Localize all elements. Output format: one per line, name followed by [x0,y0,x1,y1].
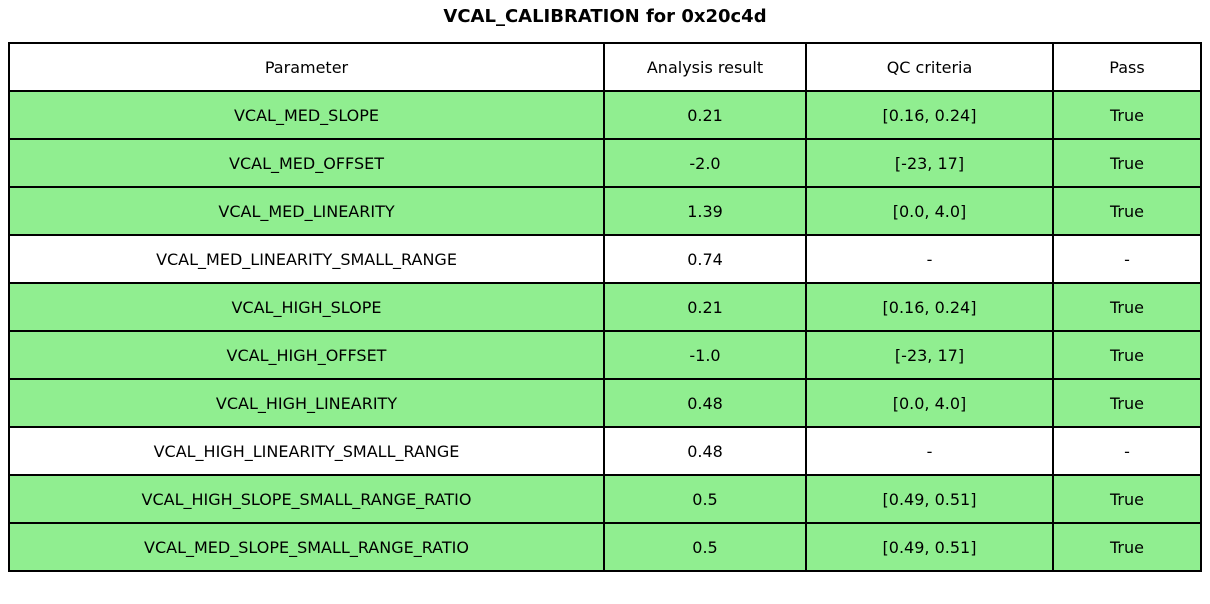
qc-criteria-cell: - [805,426,1054,476]
table-row: VCAL_MED_LINEARITY_SMALL_RANGE 0.74- - [8,234,1202,284]
header-row: Parameter Analysis result QC criteria Pa… [8,42,1202,92]
pass-cell: True [1052,186,1202,236]
parameter-cell: VCAL_HIGH_SLOPE_SMALL_RANGE_RATIO [8,474,605,524]
table-row: VCAL_MED_SLOPE 0.21 [0.16, 0.24] True [8,90,1202,140]
pass-cell: True [1052,522,1202,572]
analysis-result-cell: -2.0 [603,138,807,188]
table-row: VCAL_HIGH_LINEARITY 0.48 [0.0, 4.0] True [8,378,1202,428]
analysis-result-cell: -1.0 [603,330,807,380]
analysis-result-cell: 0.74 [603,234,807,284]
column-header-analysis-result: Analysis result [603,42,807,92]
page-title: VCAL_CALIBRATION for 0x20c4d [443,6,767,27]
parameter-cell: VCAL_MED_SLOPE [8,90,605,140]
qc-criteria-cell: [0.49, 0.51] [805,522,1054,572]
analysis-result-cell: 0.48 [603,378,807,428]
pass-cell: True [1052,282,1202,332]
qc-criteria-cell: [-23, 17] [805,330,1054,380]
table-row: VCAL_MED_OFFSET -2.0 [-23, 17] True [8,138,1202,188]
parameter-cell: VCAL_HIGH_LINEARITY_SMALL_RANGE [8,426,605,476]
parameter-cell: VCAL_HIGH_LINEARITY [8,378,605,428]
analysis-result-cell: 0.21 [603,90,807,140]
parameter-cell: VCAL_MED_LINEARITY_SMALL_RANGE [8,234,605,284]
parameter-cell: VCAL_MED_OFFSET [8,138,605,188]
qc-criteria-cell: [0.49, 0.51] [805,474,1054,524]
pass-cell: True [1052,330,1202,380]
parameter-cell: VCAL_HIGH_SLOPE [8,282,605,332]
table-row: VCAL_HIGH_SLOPE 0.21 [0.16, 0.24] True [8,282,1202,332]
pass-cell: True [1052,90,1202,140]
qc-criteria-cell: - [805,234,1054,284]
table-row: VCAL_HIGH_LINEARITY_SMALL_RANGE 0.48- - [8,426,1202,476]
analysis-result-cell: 0.5 [603,474,807,524]
pass-cell: True [1052,138,1202,188]
pass-cell: True [1052,378,1202,428]
qc-criteria-cell: [-23, 17] [805,138,1054,188]
qc-results-table: Parameter Analysis result QC criteria Pa… [8,42,1202,572]
analysis-result-cell: 0.5 [603,522,807,572]
analysis-result-cell: 0.48 [603,426,807,476]
column-header-parameter: Parameter [8,42,605,92]
table-row: VCAL_HIGH_OFFSET -1.0 [-23, 17] True [8,330,1202,380]
parameter-cell: VCAL_HIGH_OFFSET [8,330,605,380]
pass-cell: True [1052,474,1202,524]
qc-criteria-cell: [0.0, 4.0] [805,186,1054,236]
analysis-result-cell: 1.39 [603,186,807,236]
table-row: VCAL_HIGH_SLOPE_SMALL_RANGE_RATIO 0.5 [0.4… [8,474,1202,524]
qc-criteria-cell: [0.16, 0.24] [805,282,1054,332]
parameter-cell: VCAL_MED_SLOPE_SMALL_RANGE_RATIO [8,522,605,572]
column-header-pass: Pass [1052,42,1202,92]
analysis-result-cell: 0.21 [603,282,807,332]
table-body: VCAL_MED_SLOPE 0.21 [0.16, 0.24] True VCAL_M… [8,90,1202,572]
qc-criteria-cell: [0.0, 4.0] [805,378,1054,428]
pass-cell: - [1052,426,1202,476]
parameter-cell: VCAL_MED_LINEARITY [8,186,605,236]
table-row: VCAL_MED_LINEARITY 1.39 [0.0, 4.0] True [8,186,1202,236]
table-row: VCAL_MED_SLOPE_SMALL_RANGE_RATIO 0.5 [0.49… [8,522,1202,572]
qc-criteria-cell: [0.16, 0.24] [805,90,1054,140]
column-header-qc-criteria: QC criteria [805,42,1054,92]
pass-cell: - [1052,234,1202,284]
